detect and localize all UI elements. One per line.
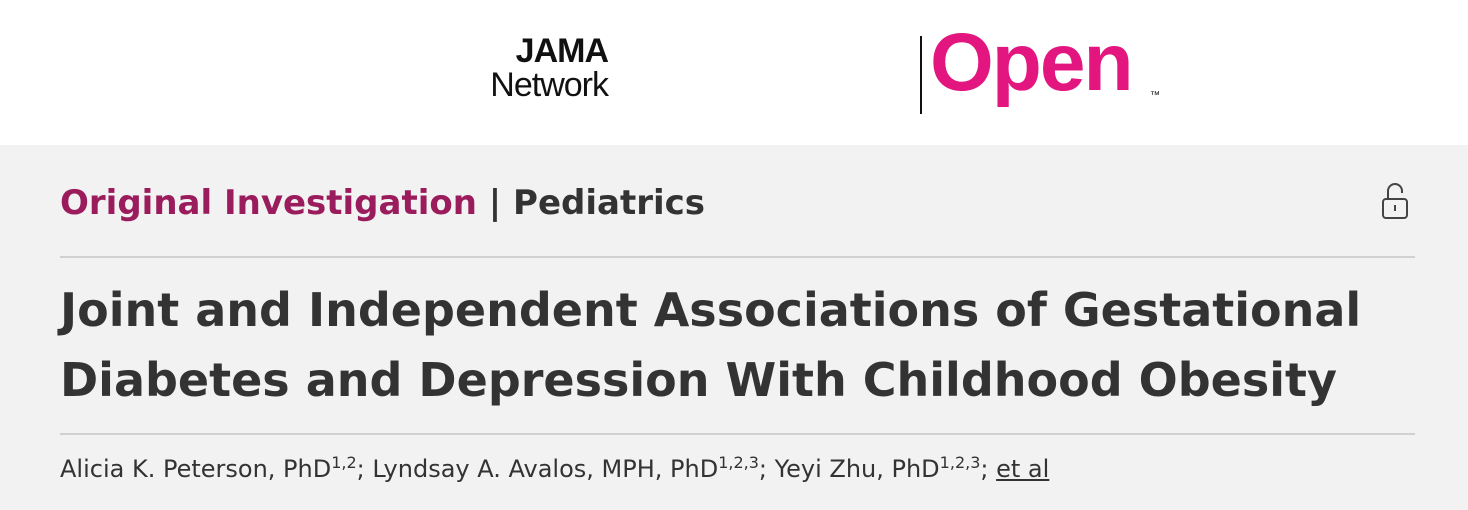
affiliation: 1,2,3: [939, 453, 981, 472]
author-name[interactable]: Alicia K. Peterson, PhD: [60, 455, 332, 483]
section-line: Original Investigation | Pediatrics: [60, 183, 705, 223]
author-separator: ;: [356, 455, 365, 483]
author-name[interactable]: Yeyi Zhu, PhD: [774, 455, 940, 483]
article-title: Joint and Independent Associations of Ge…: [60, 283, 1362, 407]
author-list: Alicia K. Peterson, PhD1,2; Lyndsay A. A…: [60, 453, 1049, 483]
open-access-icon: [1382, 183, 1408, 219]
subject[interactable]: Pediatrics: [513, 183, 706, 223]
author-name[interactable]: Lyndsay A. Avalos, MPH, PhD: [372, 455, 719, 483]
more-authors-link[interactable]: et al: [996, 455, 1050, 483]
author-separator: ;: [980, 455, 989, 483]
divider: [60, 433, 1415, 435]
logo-divider: [920, 36, 922, 114]
logo-network: Network: [490, 66, 609, 104]
affiliation: 1,2: [331, 453, 357, 472]
separator: |: [488, 183, 502, 223]
divider: [60, 256, 1415, 258]
site-header: JAMA Network Open ™: [0, 0, 1468, 145]
author-separator: ;: [758, 455, 767, 483]
affiliation: 1,2,3: [718, 453, 759, 472]
logo-jama: JAMA: [515, 32, 609, 70]
section[interactable]: Original Investigation: [60, 183, 477, 223]
logo-trademark: ™: [1150, 90, 1160, 101]
logo-open: Open: [930, 17, 1134, 108]
